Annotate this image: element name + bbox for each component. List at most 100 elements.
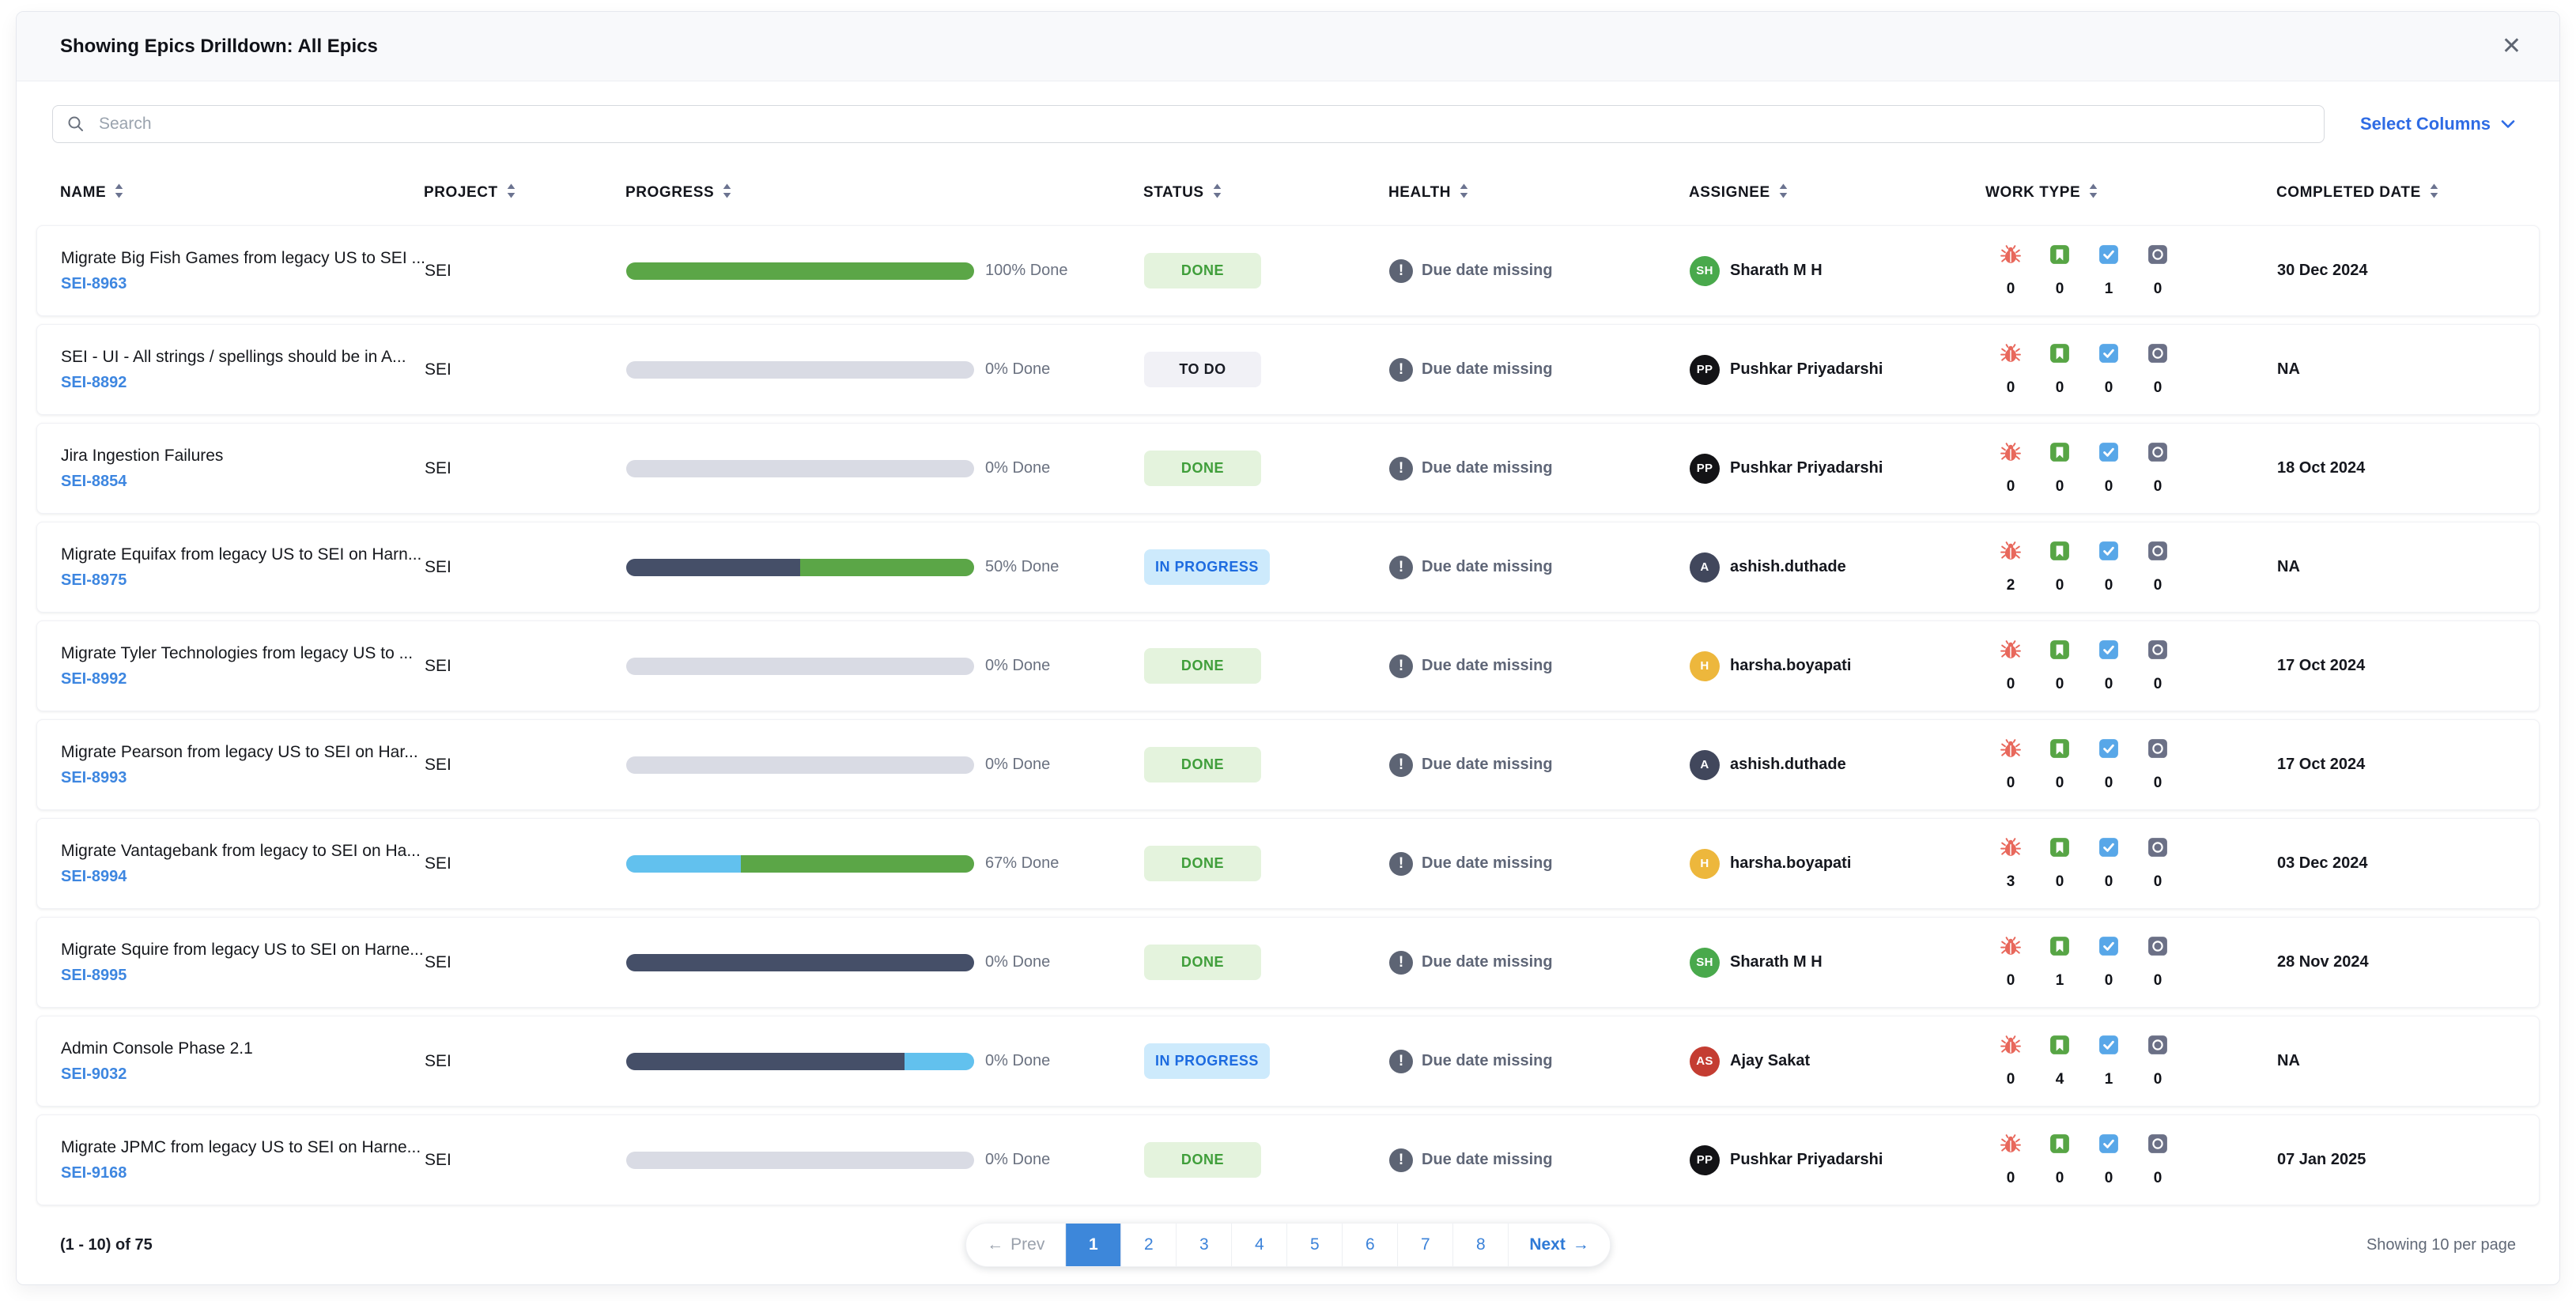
work-type-bug: 0 [1986, 639, 2035, 693]
completed-date: 18 Oct 2024 [2277, 459, 2366, 477]
other-icon [2147, 244, 2168, 269]
task-icon [2098, 541, 2119, 565]
column-header-worktype[interactable]: WORK TYPE [1985, 183, 2276, 204]
column-label: PROGRESS [625, 184, 715, 201]
health-label: Due date missing [1422, 558, 1553, 575]
work-type-bug: 0 [1986, 442, 2035, 496]
page-button-4[interactable]: 4 [1232, 1224, 1288, 1266]
completed-date: NA [2277, 1052, 2300, 1069]
close-button[interactable]: ✕ [2501, 32, 2521, 59]
select-columns-button[interactable]: Select Columns [2360, 114, 2516, 134]
sort-icon [505, 183, 517, 204]
column-header-project[interactable]: PROJECT [424, 183, 625, 204]
epic-name: Migrate Big Fish Games from legacy US to… [61, 248, 425, 267]
sort-icon [721, 183, 733, 204]
story-count: 0 [2055, 1169, 2064, 1186]
work-type-bug: 2 [1986, 541, 2035, 594]
next-button[interactable]: Next → [1509, 1224, 1610, 1266]
column-header-progress[interactable]: PROGRESS [625, 183, 1143, 204]
other-count: 0 [2153, 477, 2162, 495]
status-cell: IN PROGRESS [1144, 549, 1389, 585]
epic-key-link[interactable]: SEI-8994 [61, 867, 127, 885]
avatar: H [1690, 650, 1720, 681]
epic-key-link[interactable]: SEI-8892 [61, 373, 127, 391]
page-button-7[interactable]: 7 [1398, 1224, 1454, 1266]
project-cell: SEI [425, 657, 626, 676]
story-icon [2049, 1133, 2070, 1158]
work-type-bug: 0 [1986, 738, 2035, 792]
story-count: 0 [2055, 675, 2064, 692]
work-type-task: 1 [2084, 244, 2133, 298]
health-cell: ! Due date missing [1389, 555, 1690, 579]
work-type-cell: 0 0 0 [1986, 1133, 2277, 1187]
health-cell: ! Due date missing [1389, 1049, 1690, 1073]
epic-key-link[interactable]: SEI-9032 [61, 1065, 127, 1083]
progress-bar [626, 1052, 974, 1070]
epic-key-link[interactable]: SEI-8992 [61, 669, 127, 688]
status-badge: DONE [1144, 451, 1261, 486]
completed-date: 17 Oct 2024 [2277, 756, 2366, 773]
column-header-name[interactable]: NAME [60, 183, 424, 204]
page-button-1[interactable]: 1 [1066, 1224, 1122, 1266]
epic-key-link[interactable]: SEI-9168 [61, 1163, 127, 1182]
health-cell: ! Due date missing [1389, 752, 1690, 777]
name-cell: SEI - UI - All strings / spellings shoul… [61, 348, 425, 392]
work-type-task: 0 [2084, 837, 2133, 891]
health-cell: ! Due date missing [1389, 654, 1690, 678]
completed-date-cell: 30 Dec 2024 [2277, 262, 2523, 280]
epic-key-link[interactable]: SEI-8995 [61, 966, 127, 984]
assignee-cell: AS Ajay Sakat [1690, 1046, 1986, 1077]
bug-count: 0 [2006, 379, 2015, 396]
progress-cell: 0% Done [626, 953, 1144, 971]
work-type-cell: 0 0 0 [1986, 442, 2277, 496]
epic-key-link[interactable]: SEI-8993 [61, 768, 127, 786]
column-header-assignee[interactable]: ASSIGNEE [1689, 183, 1985, 204]
bug-icon [2000, 936, 2021, 960]
task-count: 1 [2104, 1070, 2113, 1088]
progress-bar [626, 459, 974, 477]
epic-key-link[interactable]: SEI-8963 [61, 274, 127, 292]
progress-cell: 0% Done [626, 459, 1144, 477]
page-button-6[interactable]: 6 [1343, 1224, 1399, 1266]
name-cell: Jira Ingestion Failures SEI-8854 [61, 447, 425, 491]
project-value: SEI [425, 458, 451, 477]
page-button-5[interactable]: 5 [1287, 1224, 1343, 1266]
page-button-8[interactable]: 8 [1453, 1224, 1509, 1266]
work-type-other: 0 [2133, 442, 2182, 496]
other-count: 0 [2153, 873, 2162, 890]
epic-key-link[interactable]: SEI-8975 [61, 571, 127, 589]
assignee-name: Ajay Sakat [1730, 1052, 1811, 1069]
avatar: SH [1690, 255, 1720, 286]
status-cell: DONE [1144, 253, 1389, 288]
completed-date: 17 Oct 2024 [2277, 657, 2366, 674]
page-button-2[interactable]: 2 [1121, 1224, 1177, 1266]
search-input[interactable] [52, 105, 2325, 143]
status-badge: DONE [1144, 747, 1261, 782]
page-button-3[interactable]: 3 [1177, 1224, 1233, 1266]
bug-icon [2000, 1133, 2021, 1158]
assignee-cell: PP Pushkar Priyadarshi [1690, 354, 1986, 385]
epic-key-link[interactable]: SEI-8854 [61, 472, 127, 490]
task-count: 1 [2104, 280, 2113, 297]
work-type-other: 0 [2133, 639, 2182, 693]
bug-count: 3 [2006, 873, 2015, 890]
epic-row: Migrate Tyler Technologies from legacy U… [36, 620, 2540, 711]
alert-icon: ! [1389, 357, 1413, 382]
avatar: H [1690, 848, 1720, 879]
column-header-completed-date[interactable]: COMPLETED DATE [2276, 183, 2524, 204]
other-count: 0 [2153, 576, 2162, 594]
column-header-health[interactable]: HEALTH [1388, 183, 1689, 204]
progress-label: 0% Done [985, 1151, 1051, 1168]
work-type-other: 0 [2133, 936, 2182, 990]
close-icon: ✕ [2501, 32, 2521, 59]
completed-date-cell: 07 Jan 2025 [2277, 1151, 2523, 1169]
sort-icon [2428, 183, 2440, 204]
project-value: SEI [425, 755, 451, 774]
progress-cell: 50% Done [626, 558, 1144, 576]
prev-button[interactable]: ← Prev [966, 1224, 1067, 1266]
column-header-status[interactable]: STATUS [1143, 183, 1388, 204]
completed-date-cell: NA [2277, 558, 2523, 576]
story-icon [2049, 837, 2070, 862]
progress-segment [626, 1052, 905, 1070]
work-type-story: 0 [2035, 343, 2084, 397]
